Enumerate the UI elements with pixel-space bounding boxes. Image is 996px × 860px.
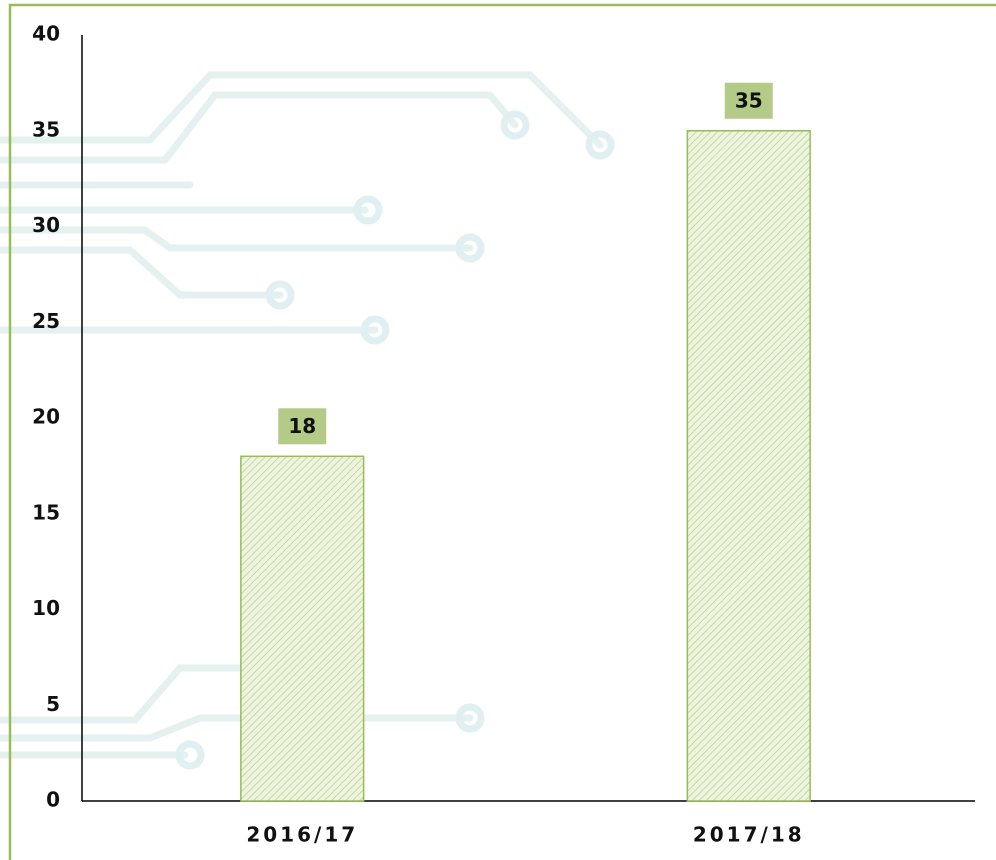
y-tick-label: 35	[32, 117, 60, 141]
chart-frame	[8, 3, 996, 860]
x-tick-label: 2017/18	[693, 823, 805, 847]
data-label: 35	[735, 88, 763, 112]
x-tick-label: 2016/17	[246, 823, 358, 847]
y-tick-label: 5	[46, 692, 60, 716]
background-decoration	[0, 71, 615, 770]
y-tick-label: 10	[32, 596, 60, 620]
y-tick-label: 20	[32, 405, 60, 429]
data-label: 18	[288, 414, 316, 438]
y-tick-label: 15	[32, 500, 60, 524]
y-tick-label: 30	[32, 213, 60, 237]
bar	[240, 455, 365, 802]
y-tick-label: 40	[32, 22, 60, 46]
data-label-box	[724, 82, 773, 119]
y-tick-label: 0	[46, 788, 60, 812]
bar	[686, 130, 811, 802]
data-label-box	[278, 408, 327, 445]
y-tick-label: 25	[32, 309, 60, 333]
